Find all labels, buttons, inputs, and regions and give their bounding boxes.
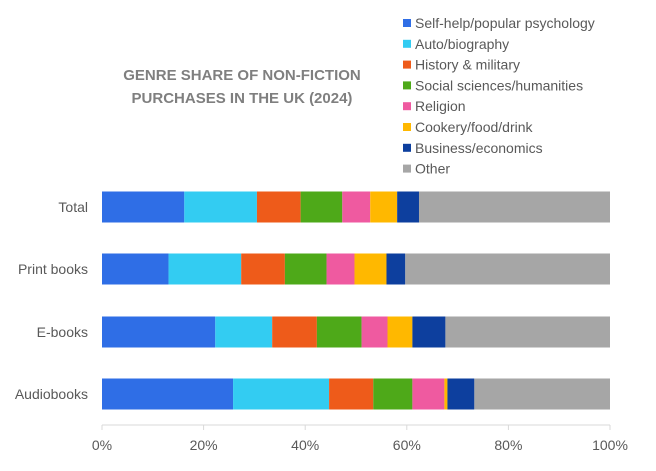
bar-1-1 <box>168 253 242 285</box>
bar-2-3 <box>316 316 362 348</box>
bar-3-3 <box>373 378 413 410</box>
bar-3-6 <box>447 378 475 410</box>
bar-2-2 <box>272 316 317 348</box>
category-axis: Total Print books E-books Audiobooks <box>15 199 88 402</box>
legend-swatch <box>403 81 411 90</box>
bar-1-0 <box>102 253 169 285</box>
legend-label: Business/economics <box>415 140 543 156</box>
bar-0-0 <box>102 191 185 223</box>
bar-3-7 <box>474 378 610 410</box>
chart-title-line-1: GENRE SHARE OF NON-FICTION <box>123 67 361 84</box>
bar-1-2 <box>241 253 285 285</box>
legend-swatch <box>403 164 411 173</box>
bar-3-0 <box>102 378 234 410</box>
tick-label: 100% <box>592 437 628 453</box>
legend: Self-help/popular psychology Auto/biograp… <box>403 15 595 177</box>
bar-1-7 <box>405 253 610 285</box>
bars <box>102 191 610 410</box>
bar-0-4 <box>342 191 371 223</box>
category-label: Print books <box>18 261 88 277</box>
bar-2-7 <box>445 316 610 348</box>
bar-0-7 <box>418 191 610 223</box>
tick-label: 40% <box>291 437 319 453</box>
bar-1-5 <box>354 253 387 285</box>
legend-swatch <box>403 143 411 152</box>
bar-2-1 <box>215 316 273 348</box>
bar-1-4 <box>326 253 355 285</box>
legend-swatch <box>403 19 411 27</box>
bar-1-6 <box>386 253 406 285</box>
legend-swatch <box>403 60 411 69</box>
bar-3-1 <box>233 378 330 410</box>
bar-2-5 <box>387 316 413 348</box>
tick-label: 20% <box>190 437 218 453</box>
legend-label: History & military <box>415 57 520 73</box>
legend-label: Auto/biography <box>415 36 509 52</box>
category-label: Audiobooks <box>15 386 88 402</box>
bar-3-5 <box>444 378 448 410</box>
legend-label: Self-help/popular psychology <box>415 15 595 31</box>
legend-label: Social sciences/humanities <box>415 77 583 93</box>
legend-swatch <box>403 39 411 48</box>
category-label: Total <box>58 199 88 215</box>
bar-0-2 <box>256 191 301 223</box>
chart-title: GENRE SHARE OF NON-FICTION PURCHASES IN … <box>123 67 361 107</box>
bar-0-6 <box>397 191 419 223</box>
legend-label: Other <box>415 161 450 177</box>
bar-0-3 <box>300 191 343 223</box>
bar-3-2 <box>329 378 374 410</box>
legend-label: Cookery/food/drink <box>415 119 534 135</box>
bar-3-4 <box>412 378 445 410</box>
tick-label: 0% <box>92 437 112 453</box>
legend-swatch <box>403 123 411 131</box>
bar-2-0 <box>102 316 216 348</box>
bar-2-6 <box>412 316 446 348</box>
bar-0-5 <box>370 191 398 223</box>
legend-label: Religion <box>415 98 466 114</box>
bar-2-4 <box>361 316 388 348</box>
tick-label: 80% <box>494 437 522 453</box>
tick-label: 60% <box>393 437 421 453</box>
legend-swatch <box>403 102 411 111</box>
value-axis: 0% 20% 40% 60% 80% 100% <box>92 425 628 453</box>
bar-0-1 <box>184 191 257 223</box>
chart-title-line-2: PURCHASES IN THE UK (2024) <box>132 90 353 107</box>
category-label: E-books <box>37 324 88 340</box>
bar-1-3 <box>284 253 327 285</box>
